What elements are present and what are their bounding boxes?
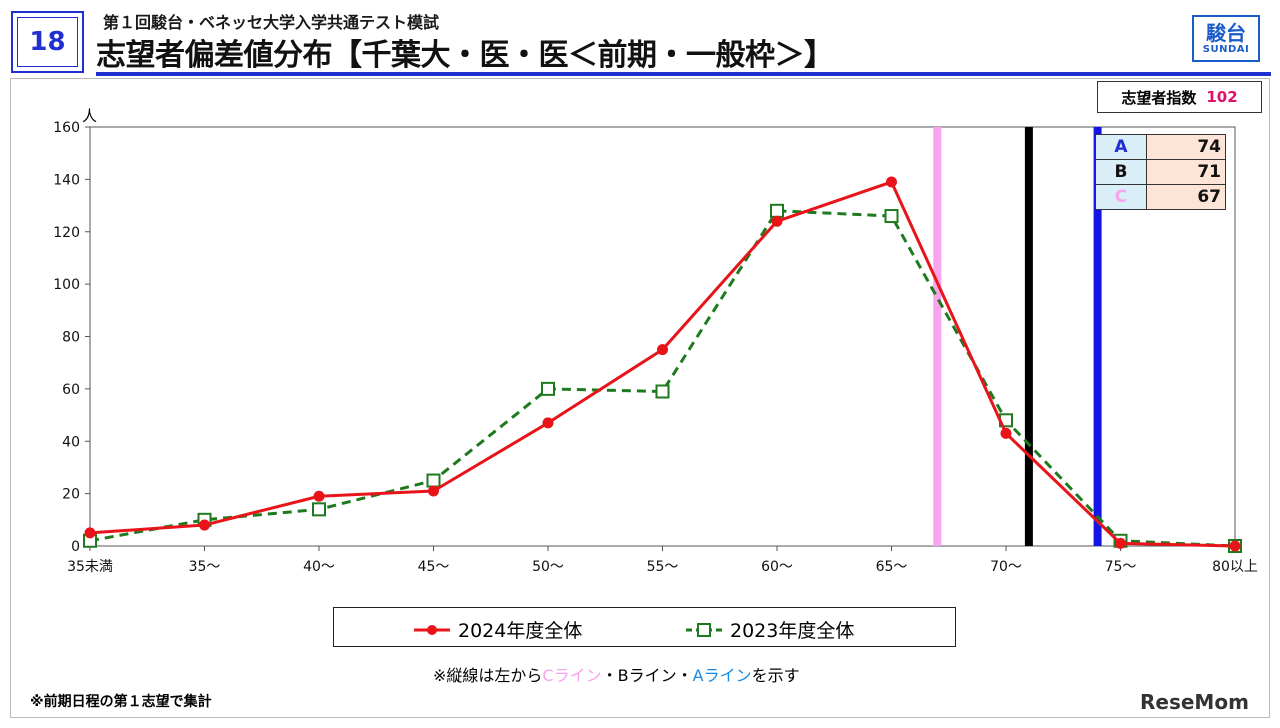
x-tick-label: 50～	[532, 559, 564, 575]
logo-en-text: SUNDAI	[1202, 43, 1250, 55]
page-subtitle: 第１回駿台・ベネッセ大学入学共通テスト模試	[103, 13, 440, 32]
y-axis-ticks: 0 20 40 60 80 100 120 140 160	[53, 120, 90, 555]
line-value-b: 71	[1146, 159, 1226, 185]
line-key-c: C	[1095, 184, 1147, 210]
data-point-2023	[541, 381, 555, 396]
chart-frame	[10, 78, 1270, 718]
data-point-2023	[426, 473, 441, 488]
line-value-a: 74	[1146, 134, 1226, 160]
data-point-2023	[312, 502, 326, 517]
vertical-line-note: ※縦線は左からCライン・Bライン・Aラインを示す	[433, 662, 800, 686]
y-tick-label: 20	[62, 487, 80, 503]
note-suffix: を示す	[751, 666, 800, 685]
data-point-2023	[884, 209, 899, 224]
legend-item-2023: 2023年度全体	[684, 616, 854, 643]
x-tick-label: 80以上	[1212, 559, 1258, 575]
x-tick-label: 45～	[418, 559, 450, 575]
data-point-2024	[1115, 537, 1126, 549]
legend-marker-2024	[414, 624, 450, 635]
y-tick-label: 140	[53, 172, 80, 188]
applicant-index-label: 志望者指数	[1121, 88, 1197, 107]
legend-item-2024: 2024年度全体	[412, 616, 582, 643]
applicant-index-box: 志望者指数 102	[1097, 81, 1262, 113]
x-axis-ticks: 35未満 35～ 40～ 45～ 50～ 55～ 60～ 65～ 70～ 75～ 80以上	[67, 546, 1258, 575]
legend-label-2023: 2023年度全体	[730, 620, 855, 642]
plot-area	[89, 126, 1236, 547]
chart-legend: 2024年度全体 2023年度全体	[333, 607, 956, 647]
note-sep1: ・	[601, 666, 618, 685]
legend-marker-2023	[686, 622, 722, 637]
y-tick-label: 0	[71, 539, 80, 555]
table-row: C 67	[1095, 184, 1226, 210]
y-tick-label: 40	[62, 434, 80, 450]
note-a-line: Aライン	[692, 666, 752, 685]
x-tick-label: 70～	[990, 559, 1022, 575]
data-point-2024	[1229, 540, 1241, 552]
y-axis-unit-label: 人	[82, 107, 97, 125]
x-tick-label: 40～	[303, 559, 335, 575]
applicant-index-value: 102	[1206, 88, 1238, 106]
table-row: B 71	[1095, 159, 1226, 185]
data-point-2024	[199, 519, 210, 531]
resemom-watermark: ReseMom	[1140, 690, 1249, 714]
note-c-line: Cライン	[542, 666, 602, 685]
x-tick-label: 60～	[761, 559, 793, 575]
data-point-2024	[313, 490, 325, 502]
data-point-2024	[84, 527, 96, 539]
line-key-b: B	[1095, 159, 1147, 185]
title-rule	[96, 72, 1271, 76]
x-tick-label: 35未満	[67, 559, 113, 575]
y-tick-label: 120	[53, 225, 80, 241]
x-tick-label: 65～	[876, 559, 908, 575]
page-number-inner-border	[17, 17, 78, 67]
y-tick-label: 100	[53, 277, 80, 293]
page-number-badge: 18	[11, 11, 84, 73]
sundai-logo: 駿台 SUNDAI	[1192, 15, 1260, 62]
y-tick-label: 80	[62, 330, 80, 346]
series-group	[83, 176, 1242, 553]
page-number: 18	[29, 27, 66, 57]
line-key-a: A	[1095, 134, 1147, 160]
y-tick-label: 60	[62, 382, 80, 398]
data-point-2024	[886, 176, 897, 188]
logo-jp-text: 駿台	[1206, 20, 1246, 45]
note-sep2: ・	[676, 666, 693, 685]
data-point-2024	[542, 417, 554, 429]
note-prefix: ※縦線は左から	[433, 666, 543, 685]
note-b-line: Bライン	[617, 666, 677, 685]
legend-label-2024: 2024年度全体	[458, 620, 583, 642]
data-point-2024	[428, 485, 439, 497]
data-point-2023	[655, 384, 670, 399]
x-tick-label: 75～	[1105, 559, 1137, 575]
data-point-2024	[771, 215, 783, 227]
x-tick-label: 35～	[189, 559, 221, 575]
page-title: 志望者偏差値分布【千葉大・医・医＜前期・一般枠＞】	[96, 38, 834, 73]
data-point-2024	[657, 344, 668, 356]
line-value-c: 67	[1146, 184, 1226, 210]
table-row: A 74	[1095, 134, 1226, 160]
y-tick-label: 160	[53, 120, 80, 136]
abc-line-table: A 74 B 71 C 67	[1095, 134, 1226, 210]
data-point-2023	[770, 203, 784, 218]
x-tick-label: 55～	[647, 559, 679, 575]
footnote: ※前期日程の第１志望で集計	[30, 694, 212, 710]
data-point-2024	[1000, 427, 1012, 439]
